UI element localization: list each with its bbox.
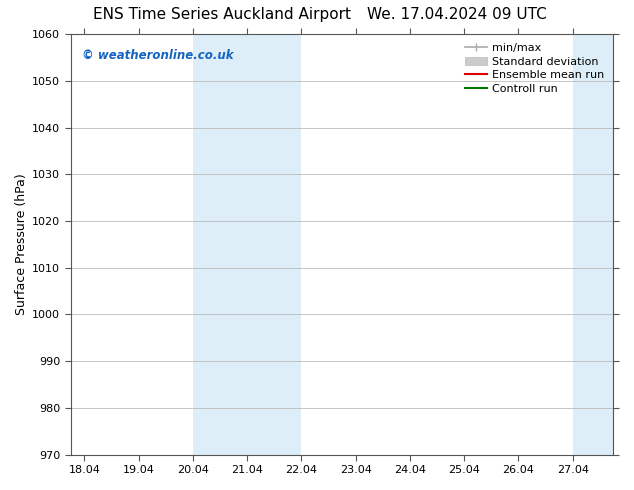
Bar [573, 34, 614, 455]
Text: We. 17.04.2024 09 UTC: We. 17.04.2024 09 UTC [366, 7, 547, 23]
Text: © weatheronline.co.uk: © weatheronline.co.uk [82, 49, 233, 62]
Legend: min/max, Standard deviation, Ensemble mean run, Controll run: min/max, Standard deviation, Ensemble me… [461, 40, 608, 97]
Y-axis label: Surface Pressure (hPa): Surface Pressure (hPa) [15, 173, 28, 315]
Bar [193, 34, 301, 455]
Text: ENS Time Series Auckland Airport: ENS Time Series Auckland Airport [93, 7, 351, 23]
